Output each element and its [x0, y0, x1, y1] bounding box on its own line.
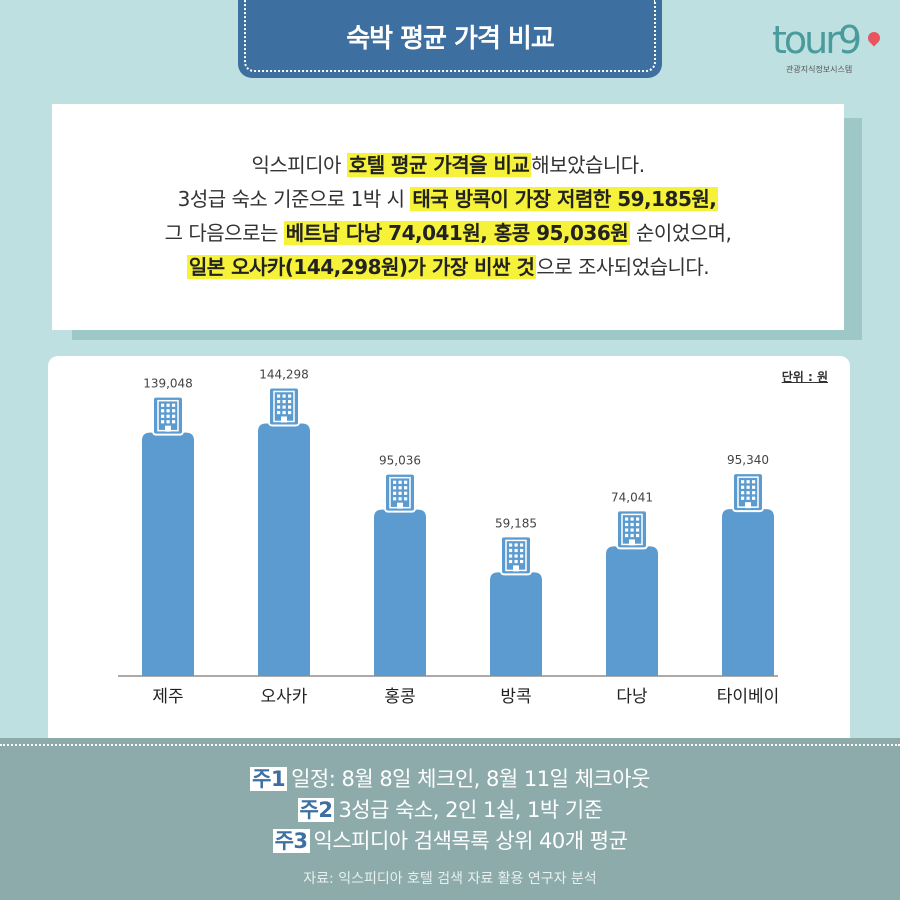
- summary-line: 그 다음으로는 베트남 다낭 74,041원, 홍콩 95,036원 순이었으며…: [52, 216, 844, 250]
- value-label: 144,298: [259, 367, 309, 381]
- category-label: 제주: [152, 687, 183, 707]
- building-icon: [732, 472, 764, 513]
- category-label: 타이베이: [717, 687, 780, 707]
- title-tab: 숙박 평균 가격 비교: [238, 0, 662, 78]
- logo-wordmark: tour9: [772, 18, 862, 62]
- footnote-tag: 주3: [272, 829, 310, 853]
- footnote: 주2 3성급 숙소, 2인 1실, 1박 기준: [0, 795, 900, 826]
- value-label: 59,185: [495, 516, 537, 530]
- summary-text-segment: 3성급 숙소 기준으로 1박 시: [177, 187, 411, 211]
- category-label: 오사카: [261, 687, 308, 707]
- footnotes: 주1 일정: 8월 8일 체크인, 8월 11일 체크아웃 주2 3성급 숙소, 2인…: [0, 764, 900, 857]
- highlighted-text: 일본 오사카(144,298원)가 가장 비싼 것: [186, 255, 537, 279]
- bar: [142, 432, 194, 676]
- bar-group: 95,340 타이베이: [717, 453, 780, 707]
- value-label: 139,048: [143, 377, 193, 391]
- bar: [606, 546, 658, 676]
- summary-text-segment: 으로 조사되었습니다.: [536, 255, 710, 279]
- summary-text: 익스피디아 호텔 평균 가격을 비교 해보았습니다. 3성급 숙소 기준으로 1박 …: [52, 148, 844, 284]
- logo-subtitle: 관광지식정보시스템: [786, 65, 853, 74]
- value-label: 95,340: [727, 453, 769, 467]
- bar-group: 144,298 오사카: [258, 367, 310, 707]
- building-icon: [384, 472, 416, 513]
- summary-line: 익스피디아 호텔 평균 가격을 비교 해보았습니다.: [52, 148, 844, 182]
- summary-text-segment: 그 다음으로는: [164, 221, 284, 245]
- summary-line: 3성급 숙소 기준으로 1박 시 태국 방콕이 가장 저렴한 59,185원,: [52, 182, 844, 216]
- bar: [722, 509, 774, 676]
- page-title: 숙박 평균 가격 비교: [346, 24, 555, 54]
- footer: 주1 일정: 8월 8일 체크인, 8월 11일 체크아웃 주2 3성급 숙소, 2인…: [0, 738, 900, 900]
- tour9-logo: tour9 관광지식정보시스템: [772, 18, 883, 84]
- source-text: 자료: 익스피디아 호텔 검색 자료 활용 연구자 분석: [303, 871, 597, 887]
- summary-card: 익스피디아 호텔 평균 가격을 비교 해보았습니다. 3성급 숙소 기준으로 1박 …: [52, 104, 844, 330]
- footnote-text: 익스피디아 검색목록 상위 40개 평균: [313, 829, 628, 853]
- bar-group: 139,048 제주: [142, 377, 194, 707]
- summary-text-segment: 해보았습니다.: [531, 153, 645, 177]
- footnote: 주3 익스피디아 검색목록 상위 40개 평균: [0, 826, 900, 857]
- building-icon: [500, 535, 532, 576]
- bar: [258, 423, 310, 676]
- building-icon: [616, 509, 648, 550]
- highlighted-text: 태국 방콕이 가장 저렴한 59,185원,: [410, 187, 719, 211]
- footnote-tag: 주1: [250, 767, 288, 791]
- building-icon: [268, 386, 300, 427]
- bar-group: 59,185 방콕: [490, 516, 542, 707]
- summary-text-segment: 순이었으며,: [630, 221, 732, 245]
- unit-label: 단위 : 원: [781, 370, 828, 384]
- footnote: 주1 일정: 8월 8일 체크인, 8월 11일 체크아웃: [0, 764, 900, 795]
- category-label: 방콕: [500, 687, 531, 707]
- category-label: 홍콩: [384, 687, 415, 707]
- highlighted-text: 호텔 평균 가격을 비교: [346, 153, 532, 177]
- value-label: 74,041: [611, 490, 653, 504]
- highlighted-text: 베트남 다낭 74,041원, 홍콩 95,036원: [283, 221, 631, 245]
- summary-text-segment: 익스피디아: [251, 153, 347, 177]
- summary-line: 일본 오사카(144,298원)가 가장 비싼 것 으로 조사되었습니다.: [52, 250, 844, 284]
- building-icon: [152, 395, 184, 436]
- bar-group: 95,036 홍콩: [374, 454, 426, 707]
- footnote-text: 일정: 8월 8일 체크인, 8월 11일 체크아웃: [291, 767, 650, 791]
- footnote-tag: 주2: [297, 798, 335, 822]
- footnote-text: 3성급 숙소, 2인 1실, 1박 기준: [338, 798, 603, 822]
- bar-chart: 139,048 제주 144,298 오사카 95,036 홍콩 59,185 방콕 74,04…: [118, 367, 780, 707]
- bar: [374, 509, 426, 676]
- category-label: 다낭: [616, 687, 648, 707]
- value-label: 95,036: [379, 454, 421, 468]
- bar-group: 74,041 다낭: [606, 490, 658, 707]
- bar: [490, 572, 542, 676]
- chart-panel: 단위 : 원 139,048 제주 144,298 오사카 95,036 홍콩 59,185…: [48, 356, 850, 756]
